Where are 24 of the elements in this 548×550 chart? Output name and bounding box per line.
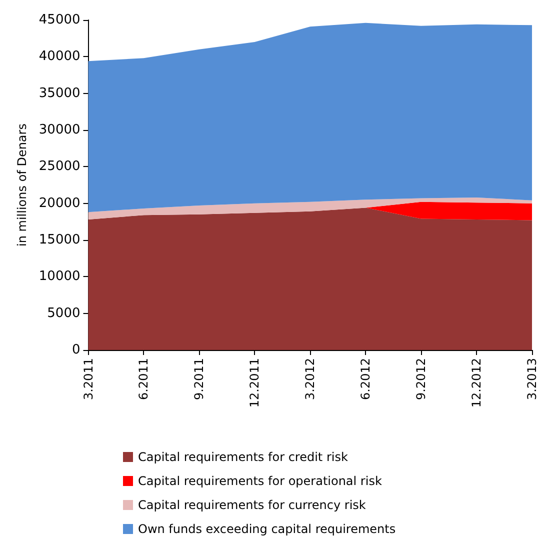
y-tick-label: 30000 — [38, 122, 80, 138]
x-tick-label: 12.2011 — [248, 358, 262, 408]
y-tick-label: 20000 — [38, 196, 80, 211]
y-tick-label: 25000 — [38, 159, 80, 174]
x-tick-label: 6.2012 — [358, 358, 373, 400]
legend-label: Capital requirements for credit risk — [138, 450, 348, 464]
legend-label: Own funds exceeding capital requirements — [138, 522, 396, 536]
y-tick-label: 35000 — [38, 86, 80, 101]
y-tick-label: 45000 — [38, 12, 80, 28]
legend-label: Capital requirements for currency risk — [138, 498, 366, 512]
x-tick-label: 3.2012 — [303, 358, 318, 400]
y-tick-label: 10000 — [38, 269, 80, 284]
y-axis-title: in millions of Denars — [15, 124, 29, 246]
legend-label: Capital requirements for operational risk — [138, 474, 382, 488]
x-tick-label: 3.2013 — [525, 358, 539, 400]
x-tick-label: 9.2011 — [192, 358, 206, 400]
y-tick-label: 0 — [72, 342, 80, 358]
y-tick-label: 5000 — [47, 306, 80, 321]
x-tick-label: 3.2011 — [81, 358, 96, 400]
y-tick-label: 40000 — [38, 49, 80, 64]
x-tick-label: 6.2011 — [136, 358, 151, 400]
x-tick-label: 12.2012 — [470, 358, 484, 408]
y-tick-label: 15000 — [38, 232, 80, 248]
x-tick-label: 9.2012 — [414, 358, 428, 400]
